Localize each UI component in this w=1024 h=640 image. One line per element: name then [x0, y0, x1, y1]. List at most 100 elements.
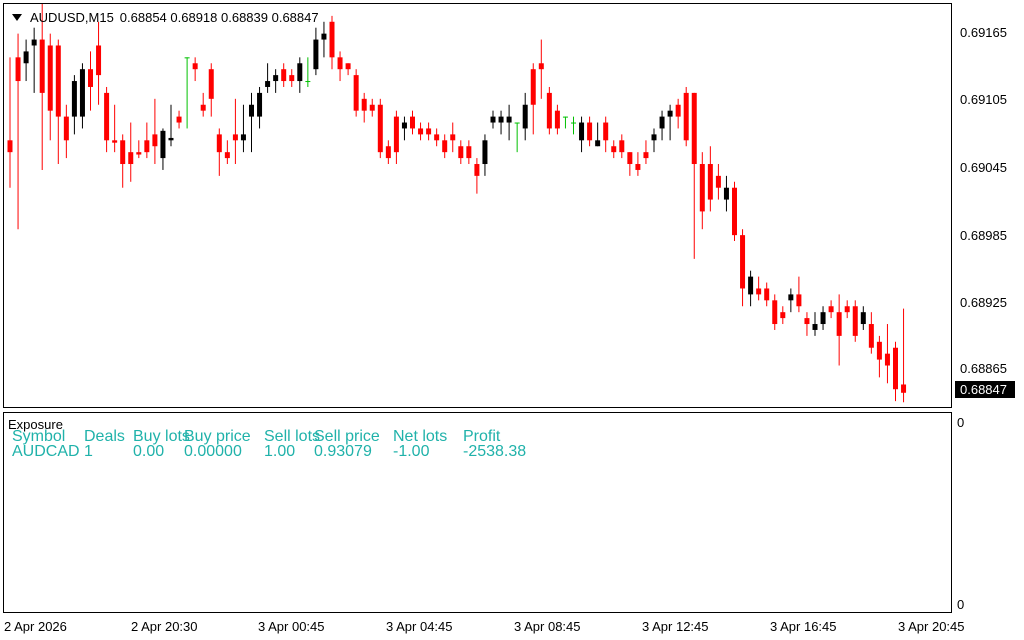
time-label: 2 Apr 2026: [4, 619, 67, 634]
candle-body: [216, 134, 222, 153]
exposure-subwindow[interactable]: [3, 412, 952, 613]
candle-body: [796, 294, 802, 307]
candle-body: [619, 140, 625, 153]
candle-body: [297, 63, 303, 82]
time-label: 3 Apr 04:45: [386, 619, 453, 634]
candle-body: [579, 122, 585, 141]
candle-body: [723, 187, 729, 200]
candle-body: [144, 140, 150, 153]
price-label: 0.68985: [960, 228, 1007, 243]
exposure-header-profit: Profit: [463, 428, 501, 445]
candle-body: [176, 116, 182, 123]
candle-body: [667, 110, 673, 117]
chart-menu-triangle-icon[interactable]: [12, 14, 22, 21]
candle-body: [208, 69, 214, 99]
candle-body: [611, 146, 617, 153]
candle-body: [482, 140, 488, 165]
candle-body: [200, 104, 206, 111]
candle-body: [780, 312, 786, 319]
candle-body: [707, 164, 713, 200]
candle-body: [273, 75, 279, 82]
exposure-header-sell-lots: Sell lots: [264, 428, 321, 445]
subwindow-scale-bottom: 0: [957, 597, 965, 612]
candle-body: [47, 45, 53, 111]
candle-body: [434, 134, 440, 141]
candle-body: [603, 122, 609, 141]
candle-body: [458, 146, 464, 159]
candle-body: [860, 312, 866, 325]
candle-body: [289, 75, 295, 82]
main-chart-window[interactable]: AUDUSD,M15 0.68854 0.68918 0.68839 0.688…: [3, 3, 952, 408]
candle-body: [31, 39, 37, 46]
candle-body: [828, 306, 834, 313]
candle-body: [88, 69, 93, 87]
price-label: 0.68925: [960, 295, 1007, 310]
candle-body: [506, 116, 512, 123]
time-label: 3 Apr 08:45: [514, 619, 581, 634]
price-chart[interactable]: [4, 4, 951, 407]
candle-body: [876, 341, 882, 360]
candle-body: [104, 92, 110, 141]
exposure-cell-buy-price: 0.00000: [184, 443, 242, 460]
candle-body: [530, 69, 536, 105]
candle-body: [71, 81, 77, 117]
candle-body: [410, 116, 415, 129]
candle-body: [329, 21, 335, 58]
candle-body: [514, 122, 520, 124]
candle-body: [39, 39, 45, 93]
symbol-timeframe: AUDUSD,M15: [30, 10, 114, 25]
time-label: 3 Apr 16:45: [770, 619, 837, 634]
candle-body: [884, 353, 890, 366]
candle-body: [683, 92, 689, 141]
time-label: 3 Apr 12:45: [642, 619, 709, 634]
candle-body: [659, 116, 665, 129]
candle-body: [369, 104, 375, 111]
candle-body: [804, 318, 810, 325]
candle-body: [740, 235, 746, 289]
candle-body: [554, 110, 560, 129]
time-label: 2 Apr 20:30: [131, 619, 198, 634]
candle-body: [756, 288, 762, 295]
candle-body: [192, 63, 198, 70]
candle-body: [546, 92, 552, 129]
exposure-header-deals: Deals: [84, 428, 125, 445]
candle-body: [699, 164, 705, 212]
candle-body: [385, 146, 391, 159]
candle-body: [595, 140, 601, 147]
candle-body: [820, 312, 826, 325]
exposure-header-buy-price: Buy price: [184, 428, 251, 445]
candle-body: [240, 134, 246, 141]
price-label: 0.69045: [960, 160, 1007, 175]
candle-body: [868, 324, 874, 348]
exposure-cell-sell-lots: 1.00: [264, 443, 296, 460]
price-label: 0.68865: [960, 361, 1007, 376]
candle-body: [377, 104, 383, 153]
candle-body: [393, 116, 399, 153]
candle-body: [281, 69, 287, 82]
candle-body: [442, 140, 448, 153]
time-label: 3 Apr 00:45: [258, 619, 325, 634]
candle-body: [498, 116, 504, 123]
candle-body: [562, 116, 568, 118]
candle-body: [812, 324, 818, 330]
price-label: 0.69105: [960, 92, 1007, 107]
candle-body: [23, 51, 29, 64]
candle-body: [788, 294, 794, 301]
chart-header: AUDUSD,M15 0.68854 0.68918 0.68839 0.688…: [12, 10, 319, 25]
candle-body: [136, 152, 142, 155]
candle-body: [490, 116, 496, 123]
exposure-header-sell-price: Sell price: [314, 428, 380, 445]
candle-body: [232, 134, 238, 141]
candle-body: [643, 152, 649, 159]
candle-body: [522, 104, 528, 129]
candle-body: [675, 104, 681, 117]
candle-body: [772, 300, 778, 325]
subwindow-scale-top: 0: [957, 415, 965, 430]
candle-body: [345, 63, 351, 70]
candle-body: [450, 134, 456, 141]
exposure-cell-sell-price: 0.93079: [314, 443, 372, 460]
candle-body: [418, 128, 424, 135]
candle-body: [55, 45, 61, 117]
candle-body: [635, 164, 641, 170]
exposure-cell-deals: 1: [84, 443, 93, 460]
